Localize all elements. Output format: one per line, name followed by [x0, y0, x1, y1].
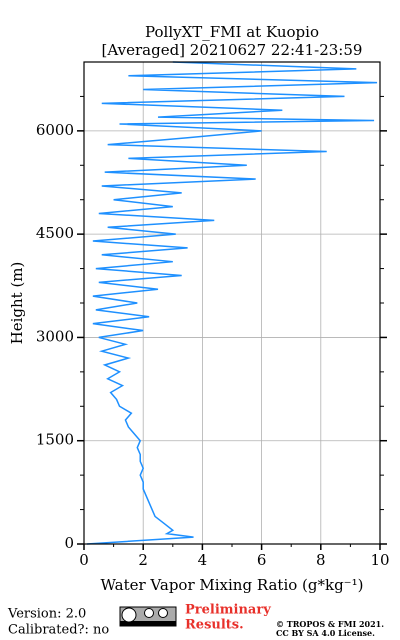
copyright: CC BY SA 4.0 License.: [276, 628, 375, 638]
y-axis-label: Height (m): [8, 262, 26, 345]
preliminary-text: Preliminary: [185, 603, 271, 618]
copyright: © TROPOS & FMI 2021.: [276, 619, 384, 629]
x-tick-label: 4: [198, 551, 208, 569]
y-tick-label: 6000: [36, 121, 74, 139]
chart-subtitle: [Averaged] 20210627 22:41-23:59: [102, 41, 363, 59]
x-tick-label: 0: [79, 551, 89, 569]
chart-title: PollyXT_FMI at Kuopio: [145, 23, 319, 41]
x-tick-label: 8: [316, 551, 326, 569]
y-tick-label: 3000: [36, 327, 74, 345]
calibrated: Calibrated?: no: [8, 623, 109, 638]
x-tick-label: 10: [370, 551, 389, 569]
x-axis-label: Water Vapor Mixing Ratio (g*kg⁻¹): [101, 576, 364, 594]
cc-logo: [119, 606, 177, 627]
y-tick-label: 1500: [36, 431, 74, 449]
y-tick-label: 4500: [36, 224, 74, 242]
x-tick-label: 2: [138, 551, 148, 569]
preliminary-text: Results.: [185, 618, 244, 633]
profile-line: [86, 61, 378, 545]
y-tick-label: 0: [64, 534, 74, 552]
plot-frame: [83, 61, 381, 545]
version: Version: 2.0: [7, 607, 86, 622]
x-tick-label: 6: [257, 551, 267, 569]
